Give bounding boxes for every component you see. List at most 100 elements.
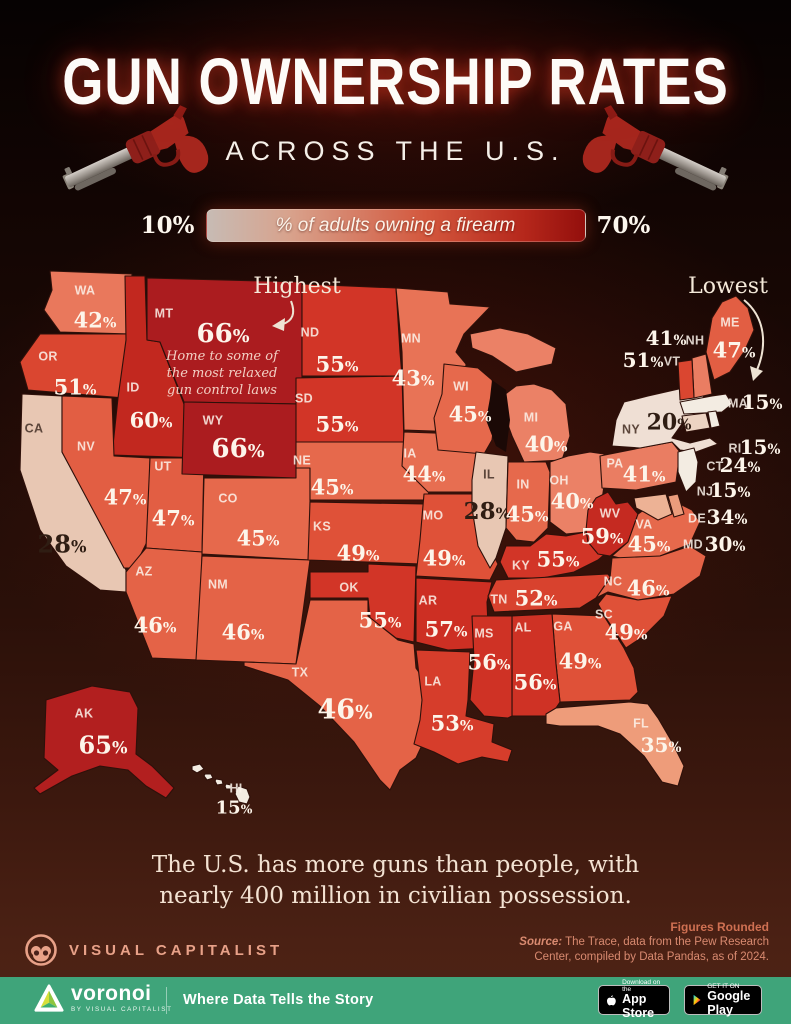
state-abbr-WI: WI bbox=[453, 380, 469, 394]
state-value-VA: 45% bbox=[628, 531, 671, 556]
caption-line-2: nearly 400 million in civilian possessio… bbox=[159, 883, 632, 910]
state-value-MO: 49% bbox=[423, 545, 466, 570]
figures-rounded-note: Figures Rounded bbox=[670, 920, 769, 934]
state-TN bbox=[487, 573, 615, 613]
state-value-FL: 35% bbox=[641, 733, 682, 757]
app-store-badge[interactable]: Download on the App Store bbox=[598, 979, 670, 1020]
state-ND bbox=[301, 283, 403, 377]
app-store-badge-name: App Store bbox=[622, 992, 655, 1021]
caption-line-1: The U.S. has more guns than people, with bbox=[151, 852, 640, 878]
divider bbox=[166, 987, 167, 1014]
state-NC bbox=[595, 545, 707, 601]
state-AL bbox=[511, 613, 561, 717]
google-play-badge[interactable]: GET IT ON Google Play bbox=[684, 983, 762, 1017]
montana-note: Home to some of the most relaxed gun con… bbox=[165, 349, 280, 398]
state-value-ID: 60% bbox=[130, 407, 173, 432]
state-abbr-WV: WV bbox=[600, 507, 621, 521]
state-value-NV: 47% bbox=[104, 484, 147, 509]
state-value-ND: 55% bbox=[316, 351, 359, 376]
state-abbr-IA: IA bbox=[403, 447, 416, 461]
visual-capitalist-brand: VISUAL CAPITALIST bbox=[24, 934, 283, 966]
state-value-TN: 52% bbox=[515, 585, 558, 610]
state-value-NH: 41% bbox=[646, 326, 687, 350]
state-abbr-MD: MD bbox=[683, 538, 703, 552]
state-abbr-PA: PA bbox=[606, 457, 623, 471]
legend-gradient-bar: % of adults owning a firearm bbox=[205, 209, 586, 242]
state-value-RI: 15% bbox=[740, 435, 781, 459]
state-abbr-WA: WA bbox=[75, 284, 96, 298]
state-value-UT: 47% bbox=[152, 505, 195, 530]
voronoi-byline: BY VISUAL CAPITALIST bbox=[71, 1006, 173, 1013]
state-abbr-AK: AK bbox=[75, 707, 94, 721]
lowest-arrowhead bbox=[750, 366, 763, 381]
state-value-MT: 66% bbox=[197, 319, 250, 349]
state-value-WV: 59% bbox=[581, 523, 624, 548]
caption: The U.S. has more guns than people, with… bbox=[0, 850, 791, 912]
state-value-NJ: 15% bbox=[710, 478, 751, 502]
state-value-KS: 49% bbox=[337, 540, 380, 565]
state-abbr-CO: CO bbox=[218, 492, 237, 506]
state-NJ bbox=[677, 447, 699, 493]
state-CT bbox=[681, 412, 711, 433]
state-OK bbox=[309, 563, 417, 643]
state-abbr-TX: TX bbox=[292, 666, 309, 680]
state-abbr-NC: NC bbox=[604, 575, 623, 589]
state-abbr-OR: OR bbox=[38, 350, 57, 364]
state-value-SC: 49% bbox=[605, 619, 648, 644]
state-abbr-NH: NH bbox=[686, 334, 705, 348]
state-abbr-KY: KY bbox=[512, 559, 530, 573]
state-MD bbox=[633, 493, 673, 521]
state-value-MI: 40% bbox=[525, 431, 568, 456]
state-value-LA: 53% bbox=[431, 710, 474, 735]
state-value-PA: 41% bbox=[623, 461, 666, 486]
state-value-AZ: 46% bbox=[134, 612, 177, 637]
google-play-icon bbox=[693, 994, 701, 1006]
state-abbr-TN: TN bbox=[490, 593, 507, 607]
state-abbr-SD: SD bbox=[295, 392, 313, 406]
tagline: Where Data Tells the Story bbox=[183, 992, 374, 1008]
legend: 10% % of adults owning a firearm 70% bbox=[0, 209, 791, 242]
page-subtitle: ACROSS THE U.S. bbox=[225, 136, 566, 166]
state-value-KY: 55% bbox=[537, 546, 580, 571]
state-value-MA: 15% bbox=[742, 390, 783, 414]
state-abbr-MO: MO bbox=[423, 509, 444, 523]
svg-text:gun control laws: gun control laws bbox=[167, 383, 277, 398]
state-value-TX: 46% bbox=[317, 694, 372, 725]
state-OR bbox=[19, 333, 129, 399]
state-abbr-NE: NE bbox=[293, 454, 311, 468]
lowest-label: Lowest bbox=[688, 274, 768, 299]
state-value-NC: 46% bbox=[627, 575, 670, 600]
state-abbr-NJ: NJ bbox=[697, 485, 714, 499]
state-abbr-KS: KS bbox=[313, 520, 331, 534]
state-value-ME: 47% bbox=[713, 337, 756, 362]
state-value-DE: 34% bbox=[707, 505, 748, 529]
state-value-SD: 55% bbox=[316, 411, 359, 436]
state-TX bbox=[243, 599, 435, 791]
state-value-VT: 51% bbox=[623, 348, 664, 372]
annotation-highest: Highest bbox=[253, 274, 341, 331]
state-abbr-MT: MT bbox=[155, 307, 174, 321]
source-line-2: Center, compiled by Data Pandas, as of 2… bbox=[534, 951, 769, 964]
google-play-badge-name: Google Play bbox=[707, 988, 751, 1017]
svg-text:the most relaxed: the most relaxed bbox=[167, 366, 278, 381]
state-IN bbox=[505, 461, 551, 543]
state-abbr-ND: ND bbox=[301, 326, 320, 340]
state-value-NM: 46% bbox=[222, 619, 265, 644]
state-abbr-FL: FL bbox=[633, 717, 649, 731]
state-abbr-MN: MN bbox=[401, 332, 421, 346]
state-abbr-NM: NM bbox=[208, 578, 228, 592]
state-value-MS: 56% bbox=[468, 649, 511, 674]
state-value-NE: 45% bbox=[311, 474, 354, 499]
state-abbr-RI: RI bbox=[728, 442, 741, 456]
source-block: Figures Rounded Source: The Trace, data … bbox=[519, 920, 769, 965]
state-abbr-CT: CT bbox=[706, 460, 723, 474]
state-WI bbox=[433, 363, 499, 455]
state-value-WI: 45% bbox=[449, 401, 492, 426]
svg-text:Home to some of: Home to some of bbox=[165, 349, 280, 364]
state-abbr-LA: LA bbox=[424, 675, 441, 689]
state-RI bbox=[707, 410, 721, 429]
state-value-IL: 28% bbox=[464, 498, 511, 525]
state-value-MN: 43% bbox=[392, 365, 435, 390]
state-abbr-OH: OH bbox=[549, 474, 568, 488]
